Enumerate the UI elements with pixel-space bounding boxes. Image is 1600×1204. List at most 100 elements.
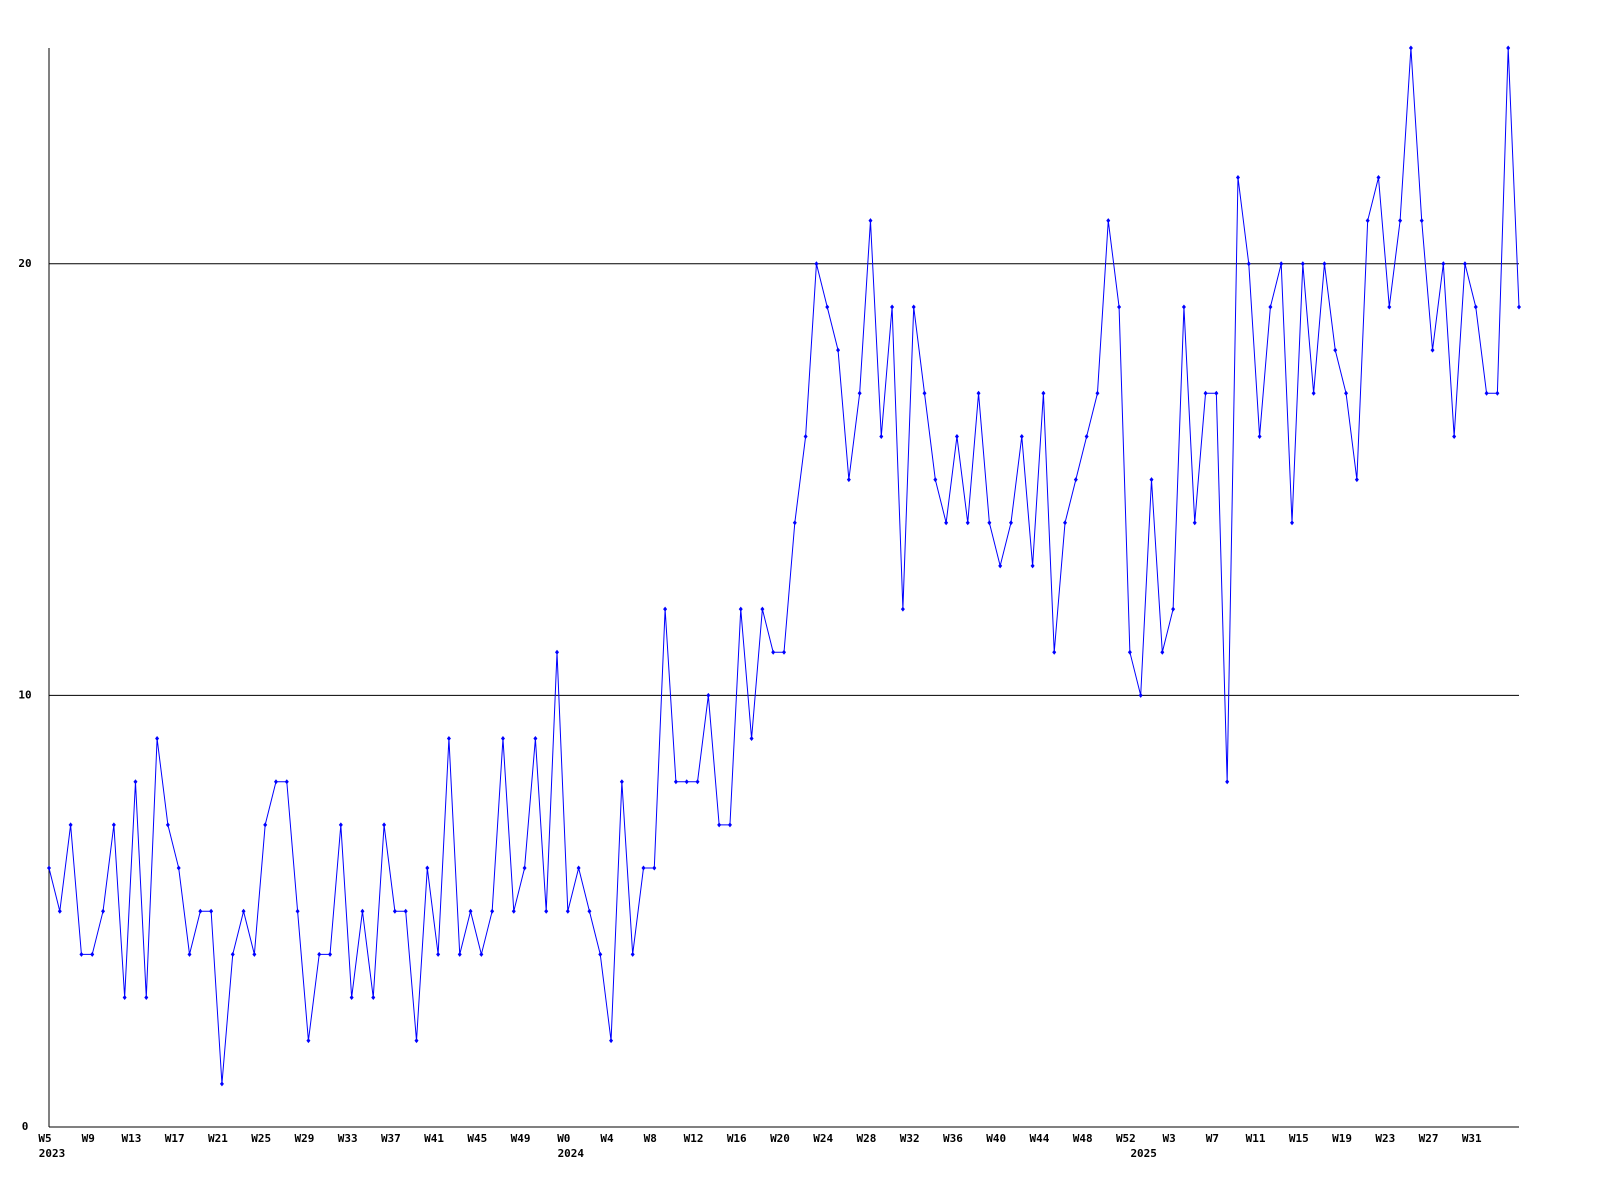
point bbox=[965, 520, 970, 526]
x-tick-label: W29 bbox=[294, 1132, 314, 1145]
point bbox=[673, 779, 678, 785]
point bbox=[1419, 218, 1424, 224]
point bbox=[771, 649, 776, 655]
point bbox=[738, 606, 743, 612]
point bbox=[1398, 218, 1403, 224]
x-tick-label: W15 bbox=[1289, 1132, 1309, 1145]
x-tick-label: W5 bbox=[38, 1132, 51, 1145]
point bbox=[900, 606, 905, 612]
x-year-label: 2025 bbox=[1130, 1147, 1157, 1160]
x-tick-label: W8 bbox=[644, 1132, 657, 1145]
x-tick-label: W37 bbox=[381, 1132, 401, 1145]
x-tick-label: W17 bbox=[165, 1132, 185, 1145]
point bbox=[987, 520, 992, 526]
point bbox=[911, 304, 916, 310]
point bbox=[1041, 390, 1046, 396]
point bbox=[533, 736, 538, 742]
point bbox=[576, 865, 581, 871]
point bbox=[522, 865, 527, 871]
point bbox=[1473, 304, 1478, 310]
point bbox=[998, 563, 1003, 569]
point bbox=[1517, 304, 1521, 310]
point bbox=[641, 865, 646, 871]
x-year-label: 2023 bbox=[39, 1147, 66, 1160]
point bbox=[349, 995, 354, 1001]
point bbox=[706, 692, 711, 698]
y-tick-label: 10 bbox=[18, 688, 31, 701]
point bbox=[803, 433, 808, 439]
point bbox=[1495, 390, 1500, 396]
point bbox=[652, 865, 657, 871]
point bbox=[1344, 390, 1349, 396]
point bbox=[1149, 477, 1154, 483]
point bbox=[90, 951, 95, 957]
x-tick-label: W20 bbox=[770, 1132, 790, 1145]
point bbox=[403, 908, 408, 914]
point bbox=[263, 822, 268, 828]
point bbox=[944, 520, 949, 526]
point bbox=[630, 951, 635, 957]
point bbox=[1506, 45, 1511, 51]
point bbox=[727, 822, 732, 828]
point bbox=[230, 951, 235, 957]
point bbox=[187, 951, 192, 957]
point bbox=[825, 304, 830, 310]
point bbox=[954, 433, 959, 439]
point bbox=[284, 779, 289, 785]
x-year-label: 2024 bbox=[558, 1147, 585, 1160]
point bbox=[1322, 261, 1327, 267]
point bbox=[338, 822, 343, 828]
point bbox=[219, 1081, 224, 1087]
point bbox=[209, 908, 214, 914]
point bbox=[609, 1038, 614, 1044]
point bbox=[1235, 174, 1240, 180]
point bbox=[144, 995, 149, 1001]
point bbox=[47, 865, 51, 871]
point bbox=[500, 736, 505, 742]
point bbox=[1052, 649, 1057, 655]
point bbox=[976, 390, 981, 396]
point bbox=[836, 347, 841, 353]
x-tick-label: W27 bbox=[1419, 1132, 1439, 1145]
point bbox=[565, 908, 570, 914]
point bbox=[868, 218, 873, 224]
x-tick-label: W52 bbox=[1116, 1132, 1136, 1145]
x-tick-label: W44 bbox=[1029, 1132, 1049, 1145]
x-tick-label: W11 bbox=[1246, 1132, 1266, 1145]
x-tick-label: W7 bbox=[1206, 1132, 1219, 1145]
point bbox=[1214, 390, 1219, 396]
point bbox=[122, 995, 127, 1001]
point bbox=[1387, 304, 1392, 310]
x-tick-label: W24 bbox=[813, 1132, 833, 1145]
point bbox=[1268, 304, 1273, 310]
point bbox=[760, 606, 765, 612]
x-tick-label: W40 bbox=[986, 1132, 1006, 1145]
point bbox=[890, 304, 895, 310]
point bbox=[317, 951, 322, 957]
x-tick-label: W13 bbox=[122, 1132, 142, 1145]
point bbox=[457, 951, 462, 957]
x-tick-label: W3 bbox=[1162, 1132, 1175, 1145]
point bbox=[1181, 304, 1186, 310]
point bbox=[922, 390, 927, 396]
point bbox=[68, 822, 73, 828]
point bbox=[684, 779, 689, 785]
point bbox=[241, 908, 246, 914]
point bbox=[555, 649, 560, 655]
point bbox=[544, 908, 549, 914]
point bbox=[1311, 390, 1316, 396]
x-tick-label: W41 bbox=[424, 1132, 444, 1145]
point bbox=[79, 951, 84, 957]
point bbox=[425, 865, 430, 871]
point bbox=[1246, 261, 1251, 267]
point bbox=[1225, 779, 1230, 785]
point bbox=[133, 779, 138, 785]
point bbox=[446, 736, 451, 742]
point bbox=[371, 995, 376, 1001]
point bbox=[57, 908, 62, 914]
y-tick-label: 0 bbox=[22, 1120, 29, 1133]
x-tick-label: W19 bbox=[1332, 1132, 1352, 1145]
point bbox=[749, 736, 754, 742]
point bbox=[1063, 520, 1068, 526]
